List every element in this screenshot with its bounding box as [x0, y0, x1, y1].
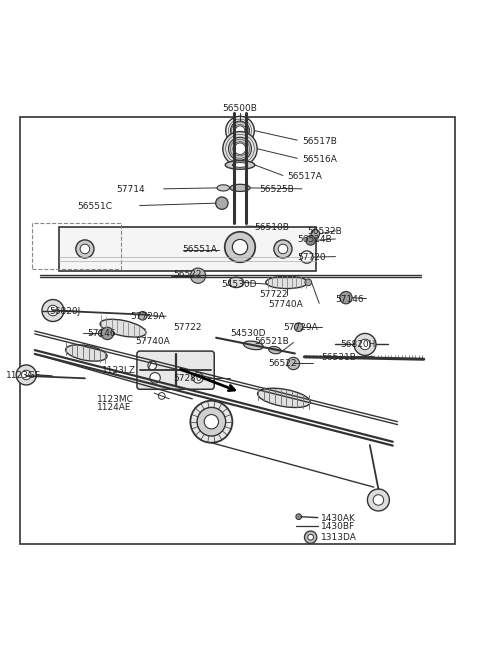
Circle shape [22, 370, 31, 380]
Circle shape [305, 279, 312, 286]
Ellipse shape [266, 276, 308, 289]
Circle shape [278, 244, 288, 254]
Circle shape [226, 116, 254, 145]
Circle shape [274, 240, 292, 258]
Text: 56524B: 56524B [297, 236, 332, 244]
Text: 1123GF: 1123GF [6, 371, 41, 380]
Text: 56820J: 56820J [49, 307, 80, 317]
Text: 57280: 57280 [173, 374, 202, 382]
Text: 54530D: 54530D [221, 280, 256, 289]
Circle shape [193, 373, 203, 383]
Circle shape [191, 400, 232, 443]
Ellipse shape [225, 161, 255, 169]
Circle shape [204, 414, 218, 429]
Text: 57722: 57722 [173, 323, 202, 332]
Circle shape [304, 531, 317, 543]
Circle shape [367, 489, 389, 511]
Text: 56517B: 56517B [302, 137, 337, 145]
Text: 57740A: 57740A [135, 337, 170, 346]
Circle shape [197, 408, 226, 436]
Text: 57146: 57146 [336, 295, 364, 304]
Circle shape [223, 131, 257, 166]
Circle shape [340, 291, 352, 304]
Text: 57720: 57720 [297, 253, 326, 262]
Text: 57722: 57722 [259, 290, 288, 299]
Circle shape [138, 311, 147, 320]
Circle shape [216, 197, 228, 209]
Circle shape [76, 240, 94, 258]
Circle shape [294, 323, 303, 331]
Ellipse shape [217, 185, 229, 191]
Text: 57714: 57714 [116, 185, 144, 195]
Text: 1123MC: 1123MC [97, 395, 134, 404]
Text: 56516A: 56516A [302, 155, 337, 164]
Circle shape [228, 137, 252, 160]
Circle shape [308, 535, 313, 540]
Circle shape [80, 244, 90, 254]
Bar [59, 227, 316, 271]
Ellipse shape [228, 277, 244, 288]
Circle shape [300, 251, 313, 264]
Bar [33, 223, 120, 269]
Ellipse shape [100, 319, 146, 337]
Text: 57146: 57146 [87, 329, 116, 338]
Text: 57729A: 57729A [130, 312, 165, 321]
Text: 56521B: 56521B [254, 337, 289, 346]
Text: 1430AK: 1430AK [321, 514, 356, 523]
Circle shape [287, 357, 300, 370]
Ellipse shape [243, 341, 264, 350]
Text: 57740A: 57740A [269, 300, 303, 309]
Text: 56531B: 56531B [321, 353, 356, 362]
Text: 56525B: 56525B [259, 185, 294, 195]
Text: 56522: 56522 [173, 270, 202, 280]
Ellipse shape [269, 347, 281, 354]
Circle shape [191, 268, 205, 284]
Ellipse shape [258, 388, 310, 408]
Text: 56532B: 56532B [307, 227, 342, 236]
FancyBboxPatch shape [137, 351, 214, 389]
Text: 56820H: 56820H [340, 340, 375, 349]
Text: 56500B: 56500B [223, 104, 257, 113]
Bar [21, 118, 455, 544]
Circle shape [373, 495, 384, 505]
Text: 56517A: 56517A [288, 173, 323, 181]
Text: 56551A: 56551A [183, 246, 217, 254]
Circle shape [306, 236, 315, 245]
Text: 57729A: 57729A [283, 323, 318, 332]
Text: 56510B: 56510B [254, 224, 289, 232]
Circle shape [42, 299, 64, 321]
Text: 1124AE: 1124AE [97, 403, 132, 412]
Text: 56522: 56522 [269, 359, 297, 368]
Ellipse shape [66, 345, 107, 361]
Circle shape [148, 361, 156, 370]
Text: 1430BF: 1430BF [321, 522, 355, 531]
Circle shape [16, 365, 36, 385]
Circle shape [311, 229, 320, 238]
Text: 56551C: 56551C [78, 202, 113, 211]
Ellipse shape [230, 185, 250, 191]
Circle shape [158, 392, 165, 399]
Circle shape [150, 373, 160, 383]
Text: 1123LZ: 1123LZ [102, 366, 136, 374]
Circle shape [98, 330, 105, 337]
Circle shape [101, 327, 114, 339]
Circle shape [225, 232, 255, 262]
Ellipse shape [232, 163, 248, 167]
Circle shape [360, 339, 370, 350]
Circle shape [232, 240, 248, 255]
Circle shape [48, 305, 58, 316]
Circle shape [296, 514, 301, 519]
Circle shape [230, 121, 250, 140]
Text: 54530D: 54530D [230, 329, 266, 338]
Text: 1313DA: 1313DA [321, 533, 357, 542]
Circle shape [234, 143, 246, 155]
Circle shape [235, 126, 245, 135]
Circle shape [354, 333, 376, 355]
